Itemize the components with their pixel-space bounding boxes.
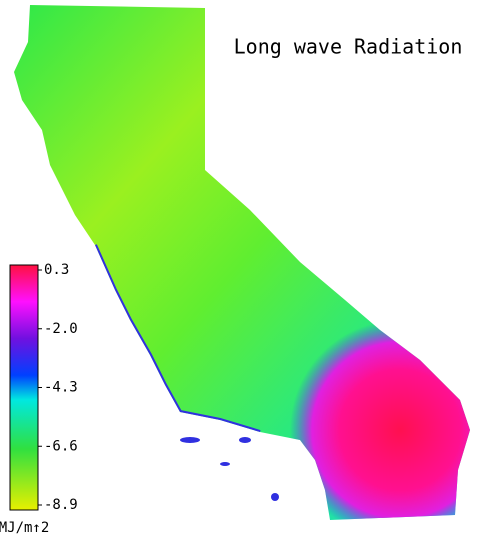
colorbar-tick-label: -2.0 <box>44 321 78 337</box>
colorbar-tick-label: -6.6 <box>44 438 78 454</box>
california <box>14 5 470 520</box>
colorbar-tick-label: 0.3 <box>44 262 69 278</box>
colorbar-tick-label: -4.3 <box>44 380 78 396</box>
map-title: Long wave Radiation <box>234 35 463 59</box>
colorbar <box>9 264 39 511</box>
colorbar-tick-label: -8.9 <box>44 497 78 513</box>
colorbar-unit: MJ/m↑2 <box>0 520 49 536</box>
